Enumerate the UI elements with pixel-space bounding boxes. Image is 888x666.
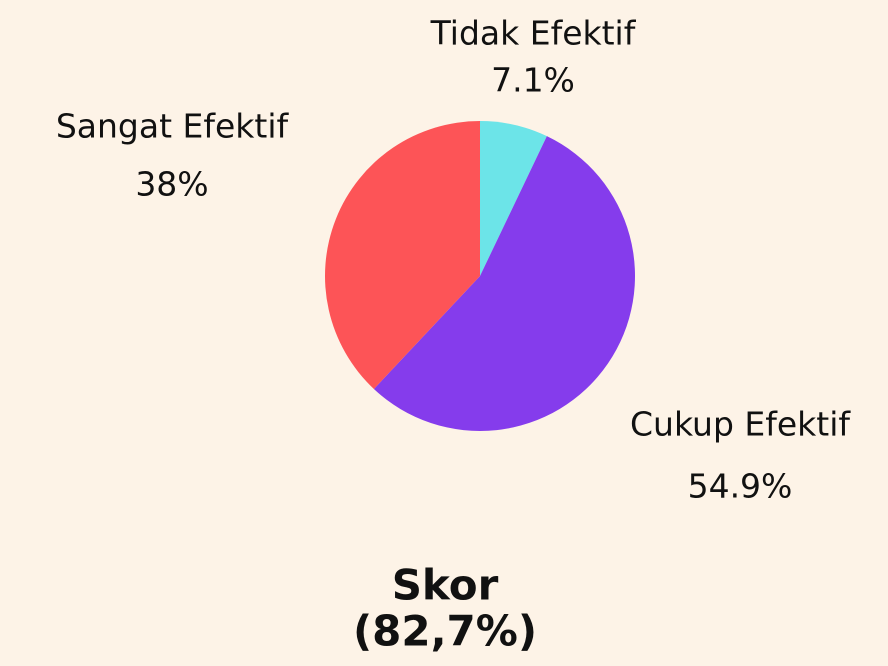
slice-label: Cukup Efektif: [630, 405, 851, 444]
slice-label: Tidak Efektif: [430, 14, 637, 53]
slice-value-label: 38%: [135, 165, 208, 204]
annotation: (82,7%): [353, 607, 537, 656]
annotation: Skor: [392, 561, 499, 610]
chart: Skor (82,7%) Tidak Efektif 7.1% Cukup Efek…: [0, 0, 888, 666]
slice-value-label: 54.9%: [688, 467, 793, 506]
slice-label: Sangat Efektif: [56, 107, 290, 146]
slice-value-label: 7.1%: [491, 61, 575, 100]
